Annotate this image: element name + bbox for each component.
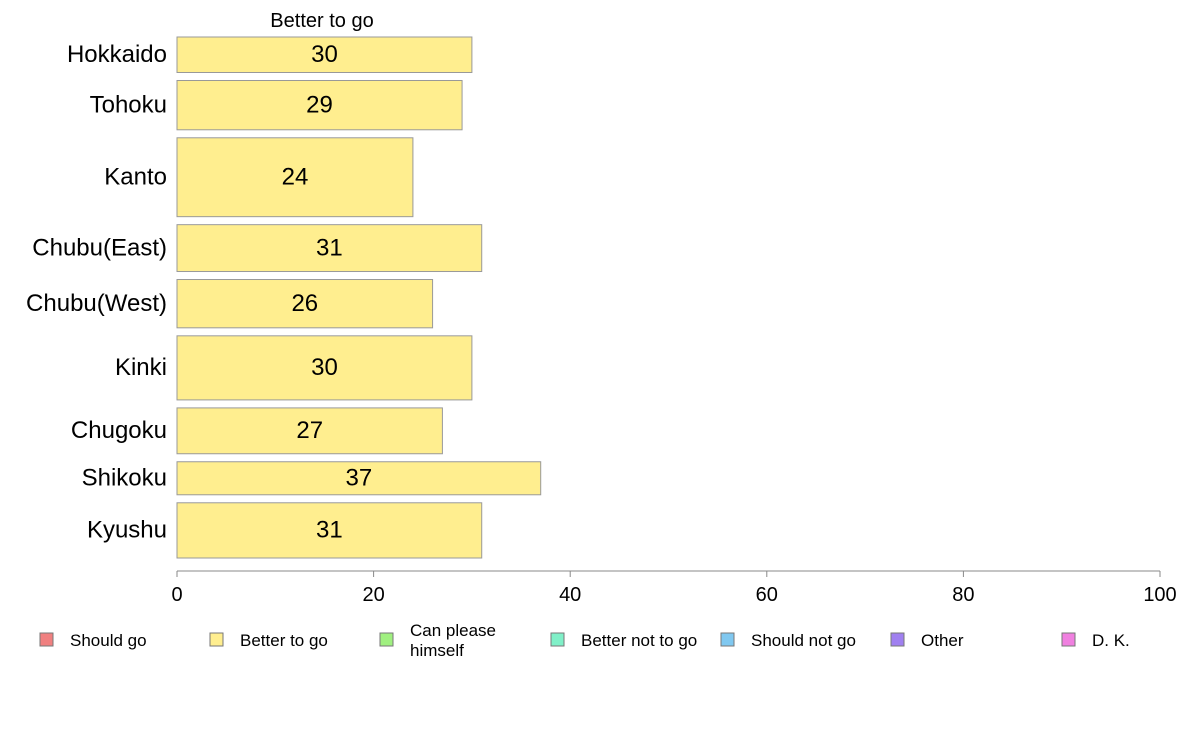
x-tick-label: 60 <box>756 584 778 606</box>
legend-swatch <box>209 632 224 647</box>
category-label: Kyushu <box>87 517 167 544</box>
legend-label: Should not go <box>751 631 856 650</box>
category-label: Chugoku <box>71 417 167 444</box>
bar-shikoku <box>176 461 542 496</box>
data-label: 30 <box>311 41 338 68</box>
x-axis: 0 20 40 60 80 100 <box>171 570 1177 606</box>
category-label: Tohoku <box>90 91 167 118</box>
data-label: 26 <box>291 290 318 317</box>
data-label: 31 <box>316 517 343 544</box>
bars-group: Hokkaido 30 Tohoku 29 Kanto 24 Chubu(East) 31 Ch… <box>26 36 542 559</box>
legend-swatch <box>1061 632 1076 647</box>
bar-chubu-east- <box>176 224 483 273</box>
category-label: Chubu(East) <box>32 234 167 261</box>
legend-swatch <box>890 632 905 647</box>
x-tick-label: 40 <box>559 584 581 606</box>
category-label: Kinki <box>115 354 167 381</box>
data-label: 27 <box>296 417 323 444</box>
category-label: Hokkaido <box>67 41 167 68</box>
bar-tohoku <box>176 79 463 131</box>
legend: Should go Better to go Can please himself Be… <box>39 621 1130 660</box>
category-label: Shikoku <box>82 465 167 492</box>
legend-label: Should go <box>70 631 147 650</box>
bar-hokkaido <box>176 36 473 73</box>
legend-swatch <box>550 632 565 647</box>
legend-label: Other <box>921 631 964 650</box>
chart-title: Better to go <box>270 10 373 32</box>
legend-swatch <box>720 632 735 647</box>
legend-label: Better not to go <box>581 631 697 650</box>
bar-chubu-west- <box>176 279 434 329</box>
bar-kanto <box>176 137 414 218</box>
x-tick-label: 100 <box>1143 584 1176 606</box>
legend-swatch <box>379 632 394 647</box>
category-label: Kanto <box>104 164 167 191</box>
legend-label: Better to go <box>240 631 328 650</box>
data-label: 24 <box>282 164 309 191</box>
x-tick-label: 0 <box>171 584 182 606</box>
bar-kyushu <box>176 502 483 559</box>
x-tick-label: 80 <box>952 584 974 606</box>
data-label: 29 <box>306 91 333 118</box>
legend-label: Can please himself <box>410 621 496 660</box>
data-label: 37 <box>346 465 373 492</box>
data-label: 31 <box>316 234 343 261</box>
data-label: 30 <box>311 354 338 381</box>
bar-chugoku <box>176 407 443 455</box>
legend-label: D. K. <box>1092 631 1130 650</box>
legend-swatch <box>39 632 54 647</box>
x-tick-label: 20 <box>362 584 384 606</box>
bar-kinki <box>176 335 473 401</box>
category-label: Chubu(West) <box>26 290 167 317</box>
